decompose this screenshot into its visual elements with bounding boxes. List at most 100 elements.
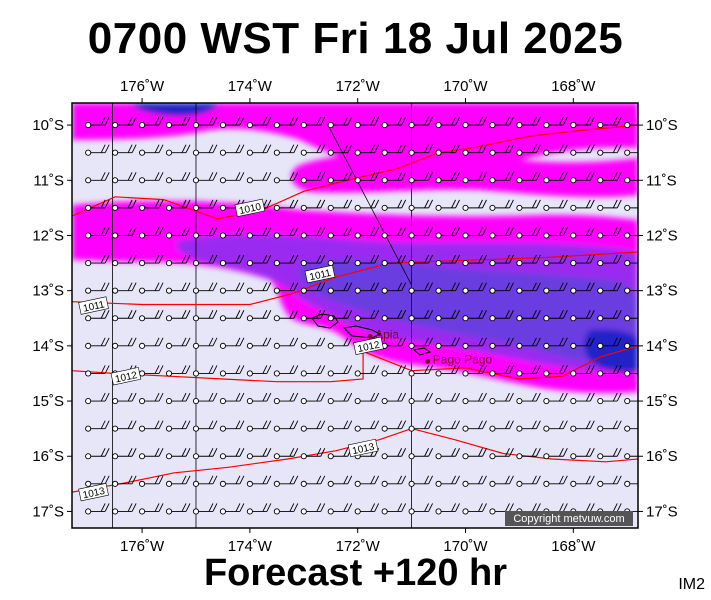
wind-barb: [327, 448, 353, 460]
axis-ticks: 176˚W 176˚W 174˚W 174˚W 172˚W 172˚W 170˚W 170˚W…: [32, 78, 677, 555]
wind-barb: [327, 310, 353, 322]
wind-barb: [597, 227, 622, 239]
lon-label-top: 170˚W: [443, 78, 488, 95]
wind-barb: [219, 420, 245, 432]
wind-barb: [462, 144, 487, 156]
isobars: [72, 124, 638, 493]
map-frame: [71, 102, 639, 529]
lon-label-bottom: 170˚W: [443, 538, 488, 555]
wind-barb: [273, 365, 299, 377]
wind-barb: [462, 392, 487, 405]
wind-barb: [219, 116, 245, 129]
lat-label-right: 15˚S: [646, 393, 678, 410]
lon-label-bottom: 174˚W: [228, 538, 273, 555]
wind-barb: [489, 282, 514, 294]
wind-barb: [543, 199, 568, 211]
wind-barb: [408, 172, 434, 184]
wind-barb: [408, 254, 434, 267]
wind-barb: [192, 144, 218, 156]
wind-barb: [462, 420, 487, 432]
wind-barb: [354, 282, 380, 294]
wind-barb: [570, 282, 595, 294]
wind-barb: [246, 503, 272, 515]
wind-barb: [543, 337, 568, 349]
wind-barb: [219, 448, 245, 460]
wind-barb: [597, 365, 622, 377]
wind-barb: [381, 420, 407, 432]
wind-barb: [354, 475, 380, 487]
wind-barb: [192, 365, 218, 377]
wind-barb: [489, 199, 514, 211]
wind-barb: [165, 337, 191, 349]
wind-barb: [408, 310, 434, 322]
wind-barb: [139, 144, 164, 156]
wind-barb: [408, 475, 434, 487]
wind-barb: [192, 282, 218, 294]
lon-label-top: 172˚W: [336, 78, 381, 95]
wind-barbs: [85, 116, 638, 515]
wind-barb: [112, 227, 137, 239]
lat-label-right: 11˚S: [646, 172, 677, 189]
wind-barb: [165, 503, 191, 515]
wind-barb: [408, 365, 434, 377]
wind-barb: [219, 337, 245, 349]
wind-barb: [408, 144, 434, 156]
wind-barb: [354, 365, 380, 377]
wind-barb: [300, 116, 326, 129]
lat-label-right: 10˚S: [646, 117, 678, 134]
wind-barb: [85, 199, 110, 211]
wind-barb: [85, 116, 110, 129]
wind-barb: [624, 287, 638, 294]
rain-fields: [72, 103, 638, 394]
wind-barb: [381, 282, 407, 294]
wind-barb: [462, 199, 487, 211]
wind-barb: [381, 392, 407, 405]
svg-text:1011: 1011: [309, 268, 333, 283]
wind-barb: [462, 172, 487, 184]
wind-barb: [273, 337, 299, 349]
wind-barb: [112, 475, 137, 487]
lat-label-right: 17˚S: [646, 503, 678, 520]
wind-barb: [543, 392, 568, 405]
wind-barb: [570, 116, 595, 129]
wind-barb: [246, 392, 272, 405]
wind-barb: [489, 144, 514, 156]
wind-barb: [192, 503, 218, 515]
wind-barb: [462, 282, 487, 294]
wind-barb: [273, 199, 299, 211]
lat-label-left: 17˚S: [32, 503, 64, 520]
wind-barb: [300, 199, 326, 211]
wind-barb: [624, 260, 638, 267]
island-tutuila: [412, 347, 432, 356]
wind-barb: [354, 392, 380, 405]
wind-barb: [165, 227, 191, 239]
wind-barb: [624, 177, 638, 184]
wind-barb: [246, 227, 272, 239]
wind-barb: [327, 144, 353, 156]
wind-barb: [543, 144, 568, 156]
wind-barb: [516, 420, 541, 432]
isobar-label: 1013: [347, 438, 379, 457]
wind-barb: [192, 337, 218, 349]
wind-barb: [516, 365, 541, 377]
lat-label-left: 16˚S: [32, 448, 64, 465]
wind-barb: [165, 254, 191, 267]
wind-barb: [624, 342, 638, 349]
isobar-line: [72, 345, 638, 383]
wind-barb: [85, 392, 110, 405]
wind-barb: [139, 392, 164, 405]
wind-barb: [85, 282, 110, 294]
wind-barb: [327, 475, 353, 487]
wind-barb: [246, 310, 272, 322]
wind-barb: [354, 310, 380, 322]
wind-barb: [354, 254, 380, 267]
svg-text:1013: 1013: [82, 486, 106, 501]
wind-barb: [570, 310, 595, 322]
wind-barb: [489, 310, 514, 322]
wind-barb: [139, 365, 164, 377]
lon-label-top: 168˚W: [551, 78, 596, 95]
wind-barb: [192, 448, 218, 460]
wind-barb: [85, 337, 110, 349]
wind-barb: [597, 144, 622, 156]
wind-barb: [219, 475, 245, 487]
